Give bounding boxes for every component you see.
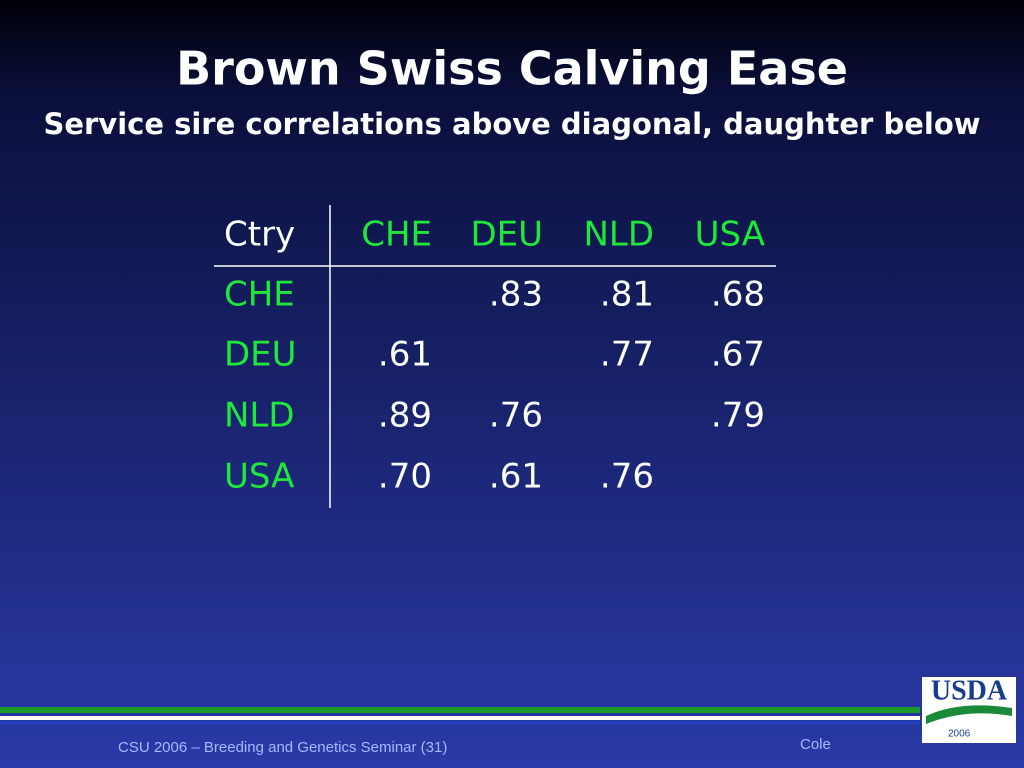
logo-year: 2006 [948, 729, 971, 740]
column-header: USA [695, 215, 765, 255]
table-cell: .70 [378, 457, 432, 497]
footer-green-line [0, 707, 920, 713]
table-cell: .77 [600, 335, 654, 375]
row-header: CHE [224, 275, 295, 315]
table-cell: .76 [489, 396, 543, 436]
footer-author: Cole [800, 736, 831, 753]
column-header: DEU [470, 215, 543, 255]
column-header: NLD [583, 215, 654, 255]
title: Brown Swiss Calving Ease [176, 42, 848, 96]
table-cell: .67 [711, 335, 765, 375]
table-cell: .68 [711, 275, 765, 315]
subtitle: Service sire correlations above diagonal… [43, 107, 980, 141]
table-cell: .83 [489, 275, 543, 315]
footer-text: CSU 2006 – Breeding and Genetics Seminar… [118, 739, 447, 756]
table: Ctry CHE DEU NLD USA CHE .83 .81 .68 DEU .61 .77 .67… [224, 215, 765, 497]
row-header: NLD [224, 396, 295, 436]
table-cell: .81 [600, 275, 654, 315]
logo-swoosh [926, 705, 1012, 724]
table-cell: .61 [489, 457, 543, 497]
footer-blue-line [0, 721, 920, 724]
table-cell: .76 [600, 457, 654, 497]
usda-logo: USDA 2006 [922, 675, 1016, 743]
row-header: USA [224, 457, 294, 497]
table-cell: .61 [378, 335, 432, 375]
logo-text: USDA [931, 675, 1008, 706]
column-header: Ctry [224, 215, 295, 255]
table-cell: .79 [711, 396, 765, 436]
row-header: DEU [224, 335, 297, 375]
footer-white-line [0, 716, 920, 720]
column-header: CHE [361, 215, 432, 255]
table-cell: .89 [378, 396, 432, 436]
